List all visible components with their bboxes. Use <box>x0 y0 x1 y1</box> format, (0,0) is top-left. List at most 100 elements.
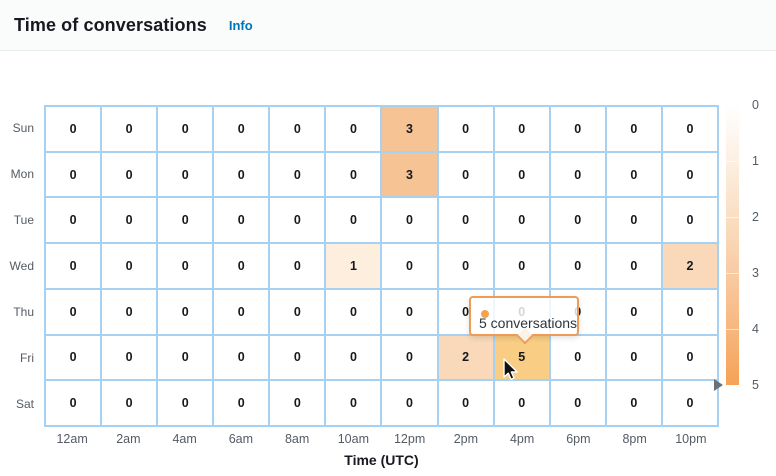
heatmap-cell[interactable]: 0 <box>214 289 269 334</box>
heatmap-cell[interactable]: 0 <box>270 107 325 151</box>
heatmap-cell[interactable]: 0 <box>382 289 437 334</box>
heatmap-cell[interactable]: 0 <box>46 244 101 288</box>
panel-title: Time of conversations <box>14 14 207 35</box>
x-axis-label: 12am <box>56 432 88 446</box>
heatmap-cell[interactable]: 0 <box>270 244 325 288</box>
heatmap-cell[interactable]: 0 <box>438 107 493 151</box>
heatmap-cell[interactable]: 0 <box>382 335 437 380</box>
heatmap-cell[interactable]: 0 <box>270 381 325 425</box>
heatmap-cell[interactable]: 0 <box>46 289 101 334</box>
heatmap-cell[interactable]: 0 <box>662 107 717 151</box>
heatmap-cell[interactable]: 0 <box>550 381 605 425</box>
heatmap-cell[interactable]: 0 <box>214 152 269 197</box>
x-axis-label: 8am <box>284 432 310 446</box>
color-scale-tick: 3 <box>752 266 759 280</box>
heatmap-cell[interactable]: 0 <box>102 107 157 151</box>
heatmap-cell[interactable]: 0 <box>550 335 605 380</box>
heatmap-cell[interactable]: 0 <box>494 152 549 197</box>
heatmap-cell[interactable]: 0 <box>606 244 661 288</box>
heatmap-cell[interactable]: 0 <box>158 244 213 288</box>
heatmap-cell[interactable]: 0 <box>214 107 269 151</box>
heatmap-cell[interactable]: 0 <box>270 289 325 334</box>
heatmap-cell[interactable]: 0 <box>494 107 549 151</box>
heatmap-cell[interactable]: 0 <box>326 381 381 425</box>
info-link[interactable]: Info <box>228 17 253 33</box>
heatmap-cell[interactable]: 0 <box>382 198 437 243</box>
heatmap-cell[interactable]: 1 <box>326 244 381 288</box>
heatmap-cell[interactable]: 0 <box>662 289 717 334</box>
heatmap-cell[interactable]: 0 <box>270 335 325 380</box>
heatmap-cell[interactable]: 0 <box>214 381 269 425</box>
heatmap-cell[interactable]: 0 <box>662 198 717 243</box>
heatmap-cell[interactable]: 0 <box>606 198 661 243</box>
heatmap-cell[interactable]: 0 <box>326 152 381 197</box>
tooltip: 5 conversations <box>469 296 579 345</box>
heatmap-cell[interactable]: 0 <box>214 244 269 288</box>
heatmap-cell[interactable]: 0 <box>46 198 101 243</box>
heatmap-cell[interactable]: 0 <box>46 107 101 151</box>
x-axis-label: 4am <box>172 432 197 446</box>
heatmap-cell[interactable]: 0 <box>158 107 213 151</box>
heatmap-cell[interactable]: 0 <box>158 198 213 243</box>
heatmap-cell[interactable]: 0 <box>438 244 493 288</box>
heatmap-cell[interactable]: 0 <box>326 107 381 151</box>
heatmap-cell[interactable]: 0 <box>158 381 213 425</box>
heatmap-cell[interactable]: 0 <box>46 381 101 425</box>
heatmap-cell[interactable]: 0 <box>46 335 101 380</box>
heatmap-cell[interactable]: 0 <box>102 381 157 425</box>
heatmap-cell[interactable]: 0 <box>270 198 325 243</box>
x-axis-label: 6am <box>228 432 254 446</box>
heatmap-cell[interactable]: 0 <box>494 244 549 288</box>
heatmap-cell[interactable]: 0 <box>102 152 157 197</box>
heatmap-cell[interactable]: 0 <box>606 289 661 334</box>
heatmap-cell[interactable]: 0 <box>102 198 157 243</box>
heatmap-cell[interactable]: 0 <box>102 289 157 334</box>
heatmap-cell[interactable]: 0 <box>494 381 549 425</box>
heatmap-cell[interactable]: 0 <box>382 244 437 288</box>
heatmap-cell[interactable]: 0 <box>438 152 493 197</box>
heatmap-cell[interactable]: 0 <box>550 152 605 197</box>
heatmap-cell[interactable]: 0 <box>326 335 381 380</box>
heatmap-cell[interactable]: 0 <box>494 198 549 243</box>
heatmap-cell[interactable]: 0 <box>326 289 381 334</box>
heatmap-cell[interactable]: 2 <box>438 335 493 380</box>
heatmap-cell[interactable]: 0 <box>46 152 101 197</box>
y-axis-label: Sat <box>15 397 34 411</box>
heatmap-cell[interactable]: 0 <box>214 198 269 243</box>
heatmap-cell[interactable]: 0 <box>606 381 661 425</box>
heatmap-cell[interactable]: 0 <box>662 152 717 197</box>
heatmap-cell[interactable]: 0 <box>158 335 213 380</box>
heatmap-cell[interactable]: 0 <box>270 152 325 197</box>
heatmap-cell[interactable]: 0 <box>102 335 157 380</box>
heatmap-cell[interactable]: 0 <box>606 152 661 197</box>
heatmap-cell[interactable]: 0 <box>606 335 661 380</box>
heatmap-cell[interactable]: 0 <box>550 107 605 151</box>
heatmap-cell[interactable]: 0 <box>550 244 605 288</box>
color-scale-marker-icon <box>714 379 723 391</box>
x-axis-label: 6pm <box>566 432 591 446</box>
x-axis-label: 10am <box>337 432 370 446</box>
heatmap-cell[interactable]: 2 <box>662 244 717 288</box>
heatmap-cell[interactable]: 0 <box>102 244 157 288</box>
heatmap-cell[interactable]: 0 <box>550 198 605 243</box>
heatmap-cell[interactable]: 0 <box>214 335 269 380</box>
heatmap-cell[interactable]: 0 <box>326 198 381 243</box>
heatmap-cell[interactable]: 3 <box>382 152 437 197</box>
color-scale-tick: 5 <box>752 378 759 392</box>
heatmap-cell[interactable]: 0 <box>438 381 493 425</box>
heatmap-cell[interactable]: 0 <box>382 381 437 425</box>
heatmap-cell[interactable]: 0 <box>662 381 717 425</box>
color-scale-segment-line <box>726 273 739 274</box>
heatmap-cell[interactable]: 0 <box>606 107 661 151</box>
heatmap-cell[interactable]: 0 <box>158 152 213 197</box>
heatmap-cell[interactable]: 0 <box>662 335 717 380</box>
x-axis-label: 12pm <box>393 432 426 446</box>
heatmap-cell[interactable]: 0 <box>158 289 213 334</box>
heatmap-cell[interactable]: 0 <box>438 198 493 243</box>
y-axis-label: Wed <box>9 259 34 273</box>
heatmap-cell[interactable]: 3 <box>382 107 437 151</box>
y-axis-label: Thu <box>13 305 34 319</box>
color-scale-tick: 4 <box>752 322 759 336</box>
